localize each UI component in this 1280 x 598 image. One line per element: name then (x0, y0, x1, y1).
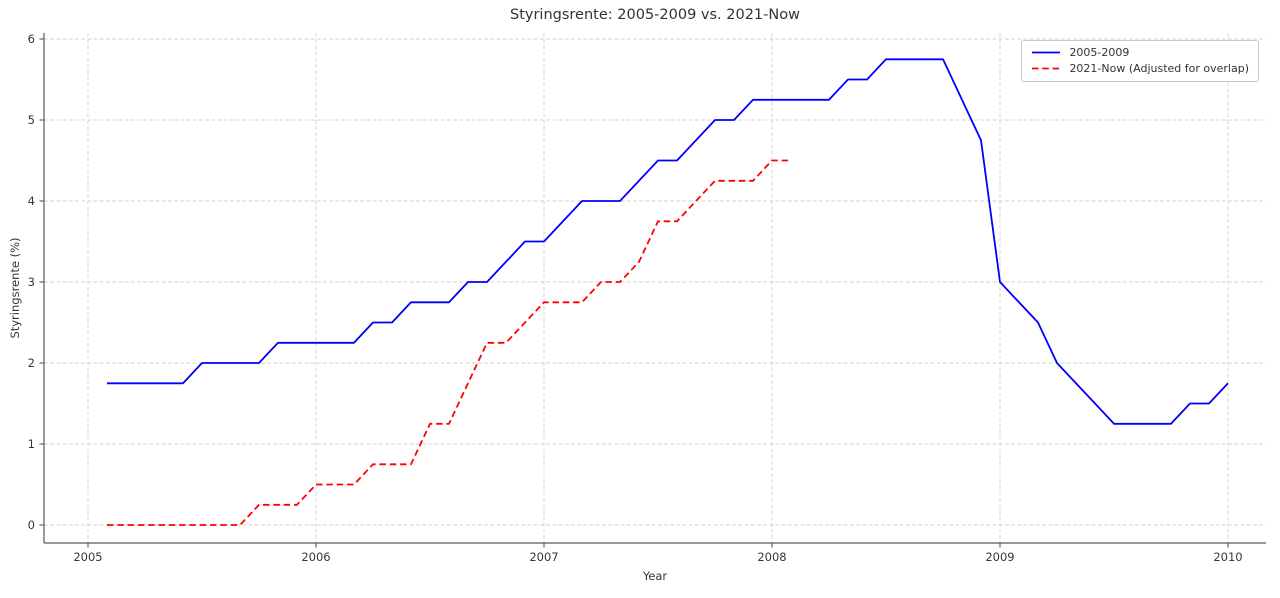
legend-entry-2005-2009: 2005-2009 (1031, 46, 1249, 59)
y-tick-label: 0 (28, 518, 35, 532)
series-line-2005-2009 (107, 58, 1229, 425)
legend-entry-2021-now: 2021-Now (Adjusted for overlap) (1031, 62, 1249, 75)
y-tick-label: 6 (28, 32, 35, 46)
y-tick-label: 1 (28, 437, 35, 451)
x-tick-label: 2010 (1213, 550, 1242, 564)
x-tick-label: 2006 (301, 550, 330, 564)
y-tick-label: 4 (28, 194, 35, 208)
legend: 2005-2009 2021-Now (Adjusted for overlap… (1021, 40, 1259, 82)
y-tick-label: 5 (28, 113, 35, 127)
y-axis-label: Styringsrente (%) (8, 237, 22, 339)
red-dashed-line-icon (1032, 67, 1061, 70)
x-tick-label: 2008 (757, 550, 786, 564)
x-tick-label: 2009 (985, 550, 1014, 564)
y-tick-label: 3 (28, 275, 35, 289)
blue-solid-line-icon (1032, 51, 1061, 54)
series-line-2021-now (107, 159, 791, 526)
x-tick-label: 2007 (529, 550, 558, 564)
x-tick-label: 2005 (73, 550, 102, 564)
y-tick-label: 2 (28, 356, 35, 370)
legend-label: 2021-Now (Adjusted for overlap) (1069, 62, 1249, 75)
legend-label: 2005-2009 (1069, 46, 1130, 59)
x-axis-label: Year (642, 569, 668, 583)
chart-title: Styringsrente: 2005-2009 vs. 2021-Now (510, 7, 800, 23)
